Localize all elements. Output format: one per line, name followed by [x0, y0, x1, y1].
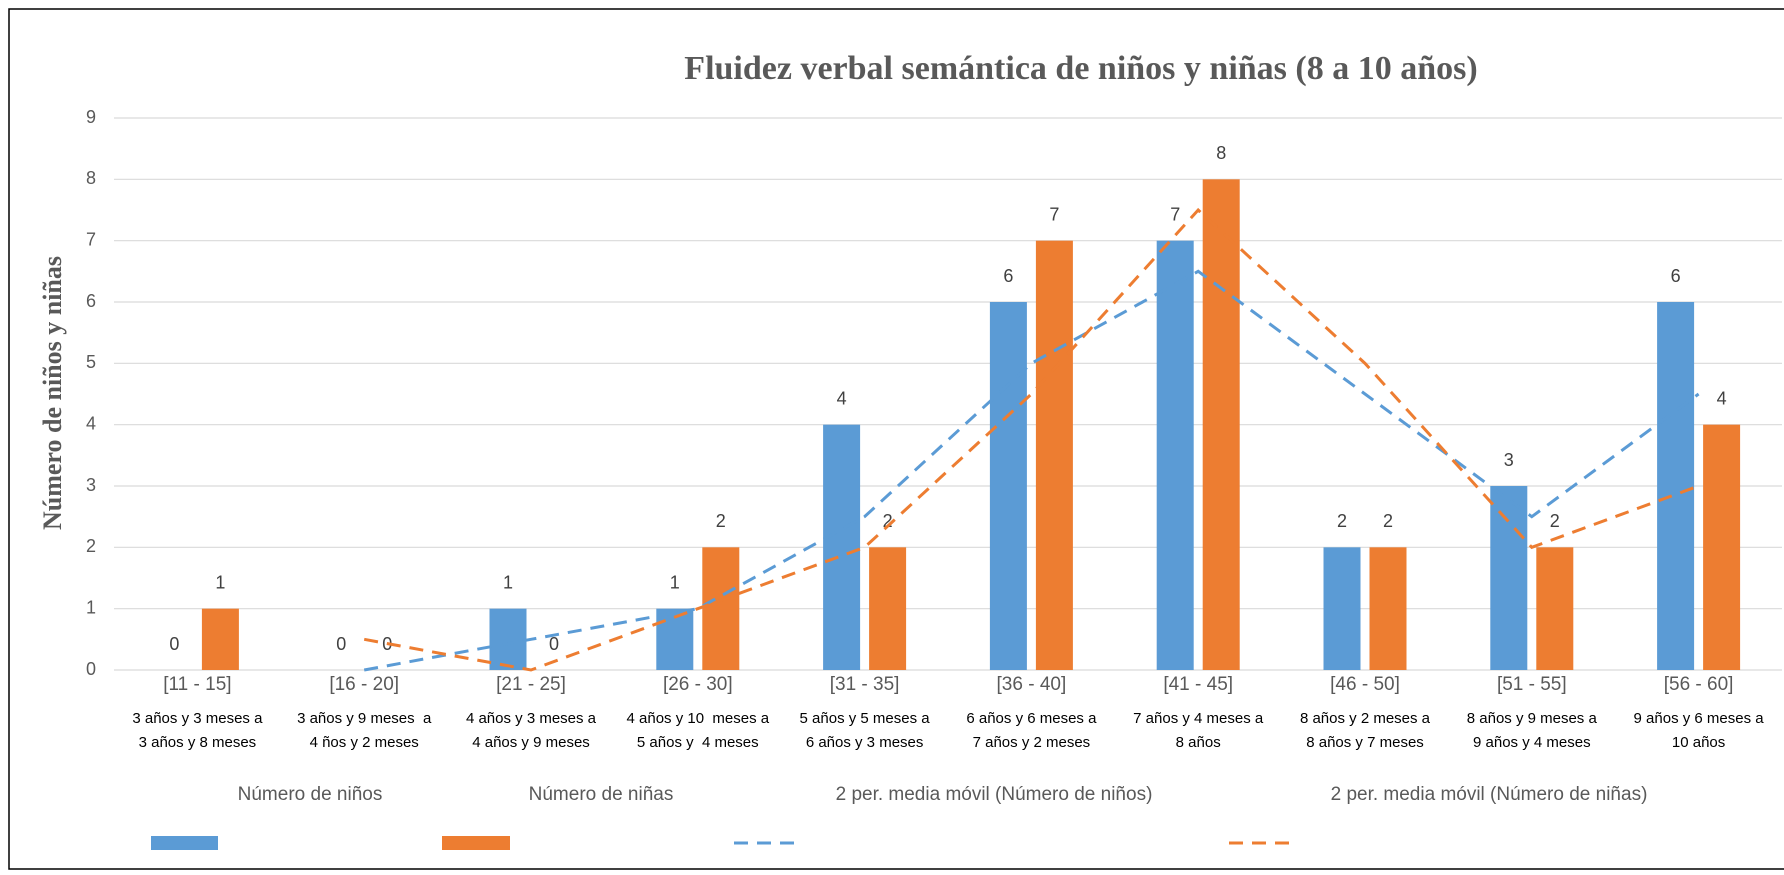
x-tick-label: [56 - 60] [1664, 674, 1734, 695]
x-sub-label: 10 años [1672, 734, 1725, 751]
data-label: 3 [1504, 450, 1514, 470]
x-sub-label: 7 años y 4 meses a [1133, 710, 1264, 727]
y-tick-label: 7 [86, 229, 96, 249]
legend-label: Número de niños [238, 784, 383, 805]
bar [1035, 240, 1073, 670]
data-label: 2 [716, 511, 726, 531]
x-sub-label: 8 años y 7 meses [1306, 734, 1424, 751]
data-label: 1 [215, 572, 225, 592]
y-tick-label: 6 [86, 291, 96, 311]
x-sub-label: 4 años y 3 meses a [466, 710, 597, 727]
legend-label: 2 per. media móvil (Número de niños) [836, 784, 1153, 805]
y-tick-label: 0 [86, 659, 96, 679]
x-sub-label: 8 años y 9 meses a [1467, 710, 1598, 727]
data-label: 8 [1216, 143, 1226, 163]
y-tick-label: 9 [86, 107, 96, 127]
y-tick-label: 4 [86, 413, 96, 433]
x-sub-label: 3 años y 3 meses a [132, 710, 263, 727]
data-label: 0 [169, 634, 179, 654]
bar [989, 302, 1027, 670]
x-tick-label: [36 - 40] [997, 674, 1067, 695]
bar [1490, 486, 1528, 670]
legend-swatch [442, 836, 510, 850]
moving-average-line [363, 269, 1700, 672]
x-tick-label: [11 - 15] [163, 674, 231, 695]
legend-label: 2 per. media móvil (Número de niñas) [1331, 784, 1648, 805]
x-sub-label: 3 años y 9 meses a [297, 710, 432, 727]
data-label: 2 [1383, 511, 1393, 531]
data-label: 2 [1550, 511, 1560, 531]
x-sub-label: 4 años y 10 meses a [627, 710, 770, 727]
chart-title: Fluidez verbal semántica de niños y niña… [684, 50, 1477, 87]
bar [823, 424, 861, 670]
legend-swatch [151, 836, 218, 850]
data-label: 0 [549, 634, 559, 654]
data-label: 4 [1717, 388, 1727, 408]
data-label: 2 [1337, 511, 1347, 531]
data-label: 7 [1170, 204, 1180, 224]
bar [1657, 302, 1695, 670]
y-tick-label: 8 [86, 168, 96, 188]
x-tick-label: [46 - 50] [1330, 674, 1400, 695]
x-sub-label: 6 años y 6 meses a [966, 710, 1097, 727]
bar [1536, 547, 1574, 670]
data-label: 2 [883, 511, 893, 531]
data-label: 1 [503, 572, 513, 592]
y-tick-label: 2 [86, 536, 96, 556]
data-label: 7 [1049, 204, 1059, 224]
x-sub-label: 9 años y 6 meses a [1634, 710, 1765, 727]
x-sub-label: 8 años [1176, 734, 1221, 751]
chart-border [8, 8, 1784, 870]
bar [1323, 547, 1361, 670]
x-tick-label: [21 - 25] [496, 674, 566, 695]
x-tick-label: [41 - 45] [1163, 674, 1233, 695]
bar [1369, 547, 1407, 670]
bar [1202, 179, 1240, 671]
y-axis-label: Número de niños y niñas [38, 256, 67, 530]
x-tick-label: [16 - 20] [329, 674, 399, 695]
y-tick-label: 3 [86, 475, 96, 495]
bar [201, 608, 239, 670]
legend-label: Número de niñas [529, 784, 674, 805]
x-sub-label: 6 años y 3 meses [806, 734, 924, 751]
data-label: 0 [336, 634, 346, 654]
data-label: 6 [1671, 266, 1681, 286]
bar [656, 608, 694, 670]
y-tick-label: 1 [86, 597, 96, 617]
x-sub-label: 4 años y 9 meses [472, 734, 590, 751]
data-label: 4 [837, 388, 847, 408]
x-tick-label: [31 - 35] [830, 674, 900, 695]
x-sub-label: 9 años y 4 meses [1473, 734, 1591, 751]
bar [489, 608, 527, 670]
x-sub-label: 4 ños y 2 meses [310, 734, 419, 751]
bar [702, 547, 740, 670]
x-sub-label: 5 años y 4 meses [637, 734, 759, 751]
data-label: 1 [670, 572, 680, 592]
x-tick-label: [26 - 30] [663, 674, 733, 695]
bar [1156, 240, 1194, 670]
x-sub-label: 8 años y 2 meses a [1300, 710, 1431, 727]
data-label: 6 [1003, 266, 1013, 286]
bar [1703, 424, 1741, 670]
moving-average-line [363, 207, 1700, 672]
x-sub-label: 7 años y 2 meses [973, 734, 1091, 751]
x-tick-label: [51 - 55] [1497, 674, 1567, 695]
x-sub-label: 5 años y 5 meses a [800, 710, 931, 727]
x-sub-label: 3 años y 8 meses [139, 734, 257, 751]
y-tick-label: 5 [86, 352, 96, 372]
bar [869, 547, 907, 670]
